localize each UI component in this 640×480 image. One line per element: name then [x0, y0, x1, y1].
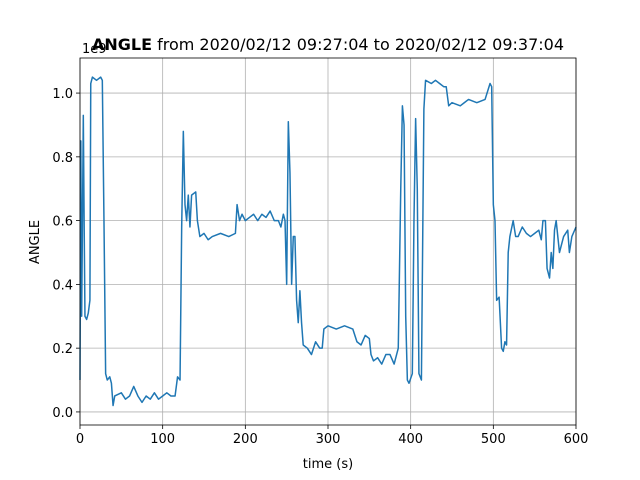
title-bold: ANGLE: [92, 35, 152, 54]
y-tick-label: 0.0: [52, 406, 73, 421]
x-tick-label: 300: [316, 432, 341, 447]
plot-frame: [79, 57, 577, 426]
y-tick-label: 0.6: [52, 215, 73, 230]
data-line: [79, 76, 577, 407]
x-tick-label: 100: [150, 432, 175, 447]
title-rest: from 2020/02/12 09:27:04 to 2020/02/12 0…: [157, 35, 564, 54]
y-tick-label: 1.0: [52, 87, 73, 102]
y-tick-label: 0.2: [52, 342, 73, 357]
y-tick-label: 0.8: [52, 151, 73, 166]
x-tick-label: 400: [398, 432, 423, 447]
y-tick-label: 0.4: [52, 278, 73, 293]
x-axis-label: time (s): [303, 457, 353, 472]
y-offset-text: 1e9: [82, 42, 107, 57]
x-tick-label: 600: [564, 432, 589, 447]
chart-title: ANGLE from 2020/02/12 09:27:04 to 2020/0…: [92, 35, 564, 54]
x-tick-label: 200: [233, 432, 258, 447]
x-tick-label: 0: [76, 432, 84, 447]
y-axis-label: ANGLE: [28, 220, 43, 264]
x-tick-label: 500: [481, 432, 506, 447]
